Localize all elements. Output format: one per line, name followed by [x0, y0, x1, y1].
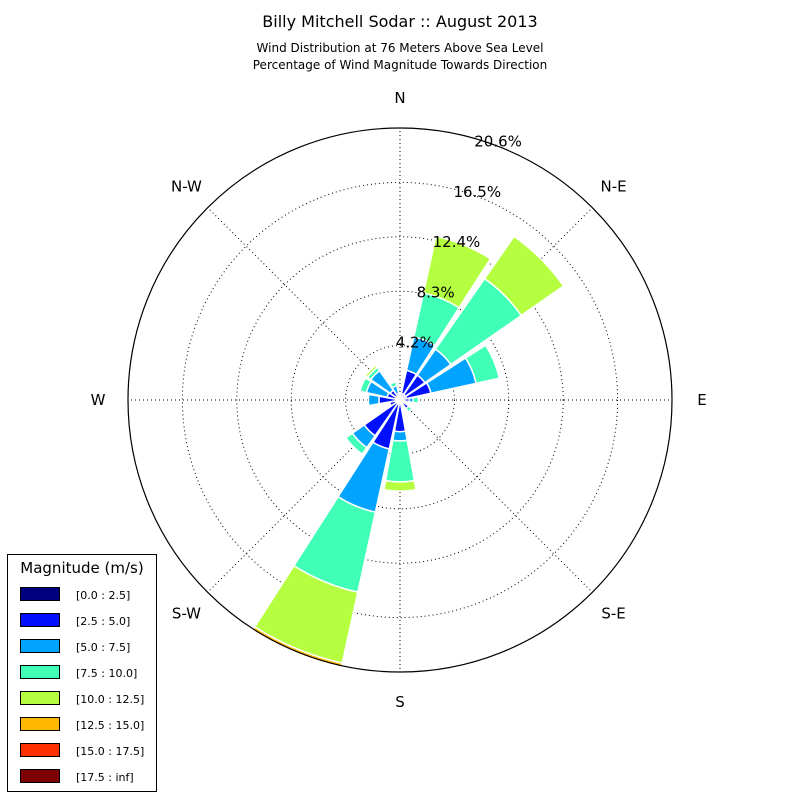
ring-label: 12.4%	[433, 233, 481, 251]
wind-bar-e-bin-3	[412, 395, 420, 405]
legend: Magnitude (m/s) [0.0 : 2.5] [2.5 : 5.0] [5…	[7, 554, 157, 792]
chart-subtitle-line-2: Percentage of Wind Magnitude Towards Dir…	[252, 58, 548, 72]
legend-label: [12.5 : 15.0]	[76, 719, 145, 732]
legend-label: [5.0 : 7.5]	[76, 641, 131, 654]
ring-label: 20.6%	[474, 133, 522, 151]
compass-label-s: S	[395, 693, 405, 711]
legend-swatch	[20, 691, 60, 705]
legend-swatch	[20, 769, 60, 783]
grid-spoke	[207, 207, 401, 401]
wind-bar-ne-bin-4	[483, 235, 565, 317]
grid-ring	[236, 236, 564, 564]
ring-label: 4.2%	[396, 334, 434, 352]
compass-label-n-e: N-E	[600, 177, 626, 195]
legend-label: [15.0 : 17.5]	[76, 745, 145, 758]
wind-bar-se-bin-3	[404, 404, 413, 413]
legend-label: [0.0 : 2.5]	[76, 589, 131, 602]
legend-label: [17.5 : inf]	[76, 771, 134, 784]
wind-bar-s-bin-2	[391, 430, 409, 442]
grid-spoke	[399, 399, 593, 593]
chart-subtitle-line-1: Wind Distribution at 76 Meters Above Sea…	[256, 41, 544, 55]
legend-label: [2.5 : 5.0]	[76, 615, 131, 628]
wind-bar-wnw-bin-3	[359, 376, 373, 394]
wind-bar-nw-bin-4	[364, 364, 379, 379]
compass-label-n-w: N-W	[171, 177, 202, 195]
polar-labels: N N-E E S-E S S-W W N-W 4.2% 8.3% 12.4% 16.5% 20.6%	[91, 89, 707, 711]
polar-outer-ring	[127, 127, 673, 673]
wind-bar-nnw-bin-3	[388, 381, 398, 389]
wind-bar-ene-bin-3	[464, 344, 501, 385]
wind-bar-w-bin-2	[367, 393, 381, 407]
legend-label: [7.5 : 10.0]	[76, 667, 138, 680]
wind-bar-nne-bin-4	[422, 235, 492, 309]
legend-swatch	[20, 717, 60, 731]
legend-label: [10.0 : 12.5]	[76, 693, 145, 706]
legend-swatch	[20, 743, 60, 757]
ring-label: 8.3%	[417, 283, 455, 301]
compass-label-e: E	[697, 391, 706, 409]
compass-label-n: N	[394, 89, 405, 107]
wind-bar-s-bin-4	[383, 479, 417, 492]
legend-title: Magnitude (m/s)	[20, 559, 144, 577]
wind-bar-sw-bin-3	[344, 432, 368, 456]
wind-rose-bars	[251, 235, 565, 668]
ring-label: 16.5%	[453, 183, 501, 201]
legend-swatch	[20, 665, 60, 679]
legend-swatch	[20, 639, 60, 653]
legend-swatch	[20, 587, 60, 601]
grid-spoke	[207, 399, 401, 593]
grid-ring	[345, 345, 455, 455]
compass-label-w: W	[91, 391, 106, 409]
legend-swatch	[20, 613, 60, 627]
compass-label-s-w: S-W	[172, 605, 201, 623]
chart-title: Billy Mitchell Sodar :: August 2013	[262, 12, 538, 31]
compass-label-s-e: S-E	[601, 605, 625, 623]
wind-bar-ssw-bin-5	[251, 625, 344, 668]
grid-ring	[181, 181, 619, 619]
